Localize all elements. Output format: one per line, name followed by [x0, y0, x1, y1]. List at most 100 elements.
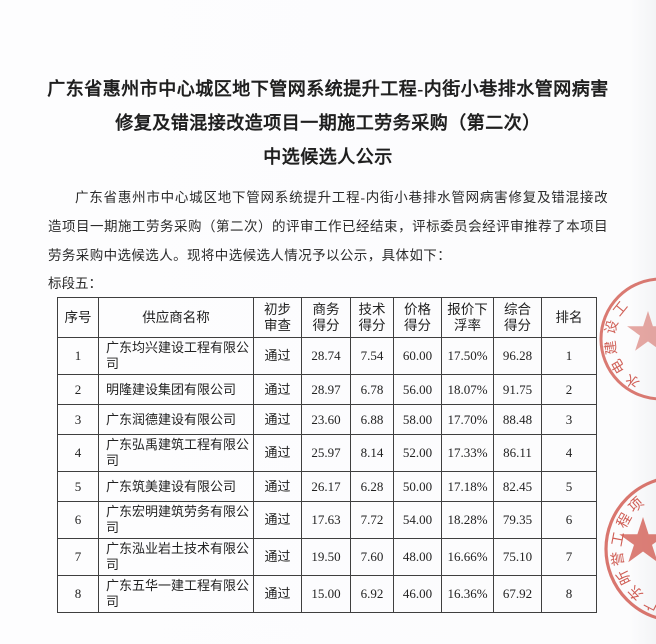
table-row: 4 广东弘禹建筑工程有限公司 通过 25.97 8.14 52.00 17.33…	[57, 434, 597, 472]
cell-composite: 75.10	[493, 538, 542, 576]
table-row: 8 广东五华一建工程有限公司 通过 15.00 6.92 46.00 16.36…	[57, 575, 597, 613]
table-row: 2 明隆建设集团有限公司 通过 28.97 6.78 56.00 18.07% …	[57, 374, 597, 405]
cell-business: 26.17	[301, 471, 351, 502]
cell-composite: 82.45	[493, 471, 542, 502]
cell-composite: 86.11	[493, 434, 542, 472]
cell-discount: 17.18%	[441, 471, 494, 502]
cell-business: 28.97	[301, 374, 351, 405]
table-row: 3 广东润德建设有限公司 通过 23.60 6.88 58.00 17.70% …	[57, 404, 597, 435]
cell-review: 通过	[253, 337, 302, 375]
cell-business: 15.00	[301, 575, 351, 613]
title-line-3: 中选候选人公示	[263, 147, 393, 167]
cell-supplier: 广东泓业岩土技术有限公司	[98, 538, 254, 576]
cell-price: 50.00	[393, 471, 442, 502]
cell-review: 通过	[253, 575, 302, 613]
header-rank: 排名	[541, 297, 597, 338]
svg-text:水电建设工: 水电建设工	[602, 296, 643, 391]
cell-business: 25.97	[301, 434, 351, 472]
cell-rank: 1	[541, 337, 597, 375]
header-business-score: 商务 得分	[301, 297, 351, 338]
cell-discount: 16.66%	[441, 538, 494, 576]
table-row: 5 广东筑美建设有限公司 通过 26.17 6.28 50.00 17.18% …	[57, 471, 597, 502]
cell-review: 通过	[253, 501, 302, 539]
cell-supplier: 广东均兴建设工程有限公司	[98, 337, 254, 375]
cell-composite: 91.75	[493, 374, 542, 405]
cell-supplier: 明隆建设集团有限公司	[98, 374, 254, 405]
cell-price: 52.00	[393, 434, 442, 472]
cell-review: 通过	[253, 471, 302, 502]
cell-rank: 2	[541, 374, 597, 405]
cell-price: 58.00	[393, 404, 442, 435]
cell-review: 通过	[253, 538, 302, 576]
cell-business: 23.60	[301, 404, 351, 435]
cell-tech: 6.92	[350, 575, 394, 613]
cell-rank: 7	[541, 538, 597, 576]
cell-discount: 17.70%	[441, 404, 494, 435]
table-row: 6 广东宏明建筑劳务有限公司 通过 17.63 7.72 54.00 18.28…	[57, 501, 597, 539]
cell-discount: 18.28%	[441, 501, 494, 539]
cell-no: 1	[57, 337, 99, 375]
cell-composite: 88.48	[493, 404, 542, 435]
cell-rank: 8	[541, 575, 597, 613]
table-row: 7 广东泓业岩土技术有限公司 通过 19.50 7.60 48.00 16.66…	[57, 538, 597, 576]
cell-business: 28.74	[301, 337, 351, 375]
cell-business: 19.50	[301, 538, 351, 576]
cell-discount: 17.50%	[441, 337, 494, 375]
official-seal-bottom: 广东昕誉工程项	[604, 478, 656, 620]
cell-no: 2	[57, 374, 99, 405]
cell-rank: 4	[541, 434, 597, 472]
cell-tech: 7.54	[350, 337, 394, 375]
svg-text:广东昕誉工程项: 广东昕誉工程项	[608, 492, 656, 614]
cell-tech: 6.88	[350, 404, 394, 435]
announcement-page: 广东省惠州市中心城区地下管网系统提升工程-内街小巷排水管网病害 修复及错混接改造…	[0, 72, 656, 620]
table-row: 1 广东均兴建设工程有限公司 通过 28.74 7.54 60.00 17.50…	[57, 337, 597, 375]
cell-price: 48.00	[393, 538, 442, 576]
star-icon	[627, 311, 656, 351]
cell-tech: 6.78	[350, 374, 394, 405]
title-line-1: 广东省惠州市中心城区地下管网系统提升工程-内街小巷排水管网病害	[47, 79, 609, 99]
cell-no: 5	[57, 471, 99, 502]
cell-price: 54.00	[393, 501, 442, 539]
cell-review: 通过	[253, 404, 302, 435]
cell-tech: 8.14	[350, 434, 394, 472]
cell-review: 通过	[253, 434, 302, 472]
cell-supplier: 广东五华一建工程有限公司	[98, 575, 254, 613]
cell-discount: 16.36%	[441, 575, 494, 613]
cell-discount: 17.33%	[441, 434, 494, 472]
cell-tech: 7.60	[350, 538, 394, 576]
cell-business: 17.63	[301, 501, 351, 539]
header-composite-score: 综合 得分	[493, 297, 542, 338]
header-discount-rate: 报价下 浮率	[441, 297, 494, 338]
cell-composite: 96.28	[493, 337, 542, 375]
title-line-2: 修复及错混接改造项目一期施工劳务采购（第二次）	[115, 113, 541, 133]
cell-price: 46.00	[393, 575, 442, 613]
cell-composite: 79.35	[493, 501, 542, 539]
header-review: 初步 审查	[253, 297, 302, 338]
cell-price: 60.00	[393, 337, 442, 375]
cell-supplier: 广东宏明建筑劳务有限公司	[98, 501, 254, 539]
seal-arc-text: 水电建设工	[602, 296, 638, 391]
cell-rank: 6	[541, 501, 597, 539]
seal-arc-text: 广东昕誉工程项	[608, 492, 656, 614]
cell-no: 4	[57, 434, 99, 472]
cell-no: 8	[57, 575, 99, 613]
cell-supplier: 广东润德建设有限公司	[98, 404, 254, 435]
cell-review: 通过	[253, 374, 302, 405]
cell-price: 56.00	[393, 374, 442, 405]
cell-supplier: 广东弘禹建筑工程有限公司	[98, 434, 254, 472]
page-title: 广东省惠州市中心城区地下管网系统提升工程-内街小巷排水管网病害 修复及错混接改造…	[0, 72, 656, 174]
intro-paragraph: 广东省惠州市中心城区地下管网系统提升工程-内街小巷排水管网病害修复及错混接改造项…	[48, 190, 608, 263]
cell-discount: 18.07%	[441, 374, 494, 405]
seal-ring	[604, 478, 656, 620]
section-label: 标段五：	[48, 276, 102, 291]
header-price-score: 价格 得分	[393, 297, 442, 338]
table-header-row: 序号 供应商名称 初步 审查 商务 得分 技术 得分 价格 得分 报价下 浮率 …	[57, 297, 597, 338]
header-supplier: 供应商名称	[98, 297, 254, 338]
results-table: 序号 供应商名称 初步 审查 商务 得分 技术 得分 价格 得分 报价下 浮率 …	[57, 297, 597, 613]
header-no: 序号	[57, 297, 99, 338]
cell-no: 6	[57, 501, 99, 539]
cell-rank: 5	[541, 471, 597, 502]
cell-tech: 6.28	[350, 471, 394, 502]
cell-composite: 67.92	[493, 575, 542, 613]
cell-no: 3	[57, 404, 99, 435]
